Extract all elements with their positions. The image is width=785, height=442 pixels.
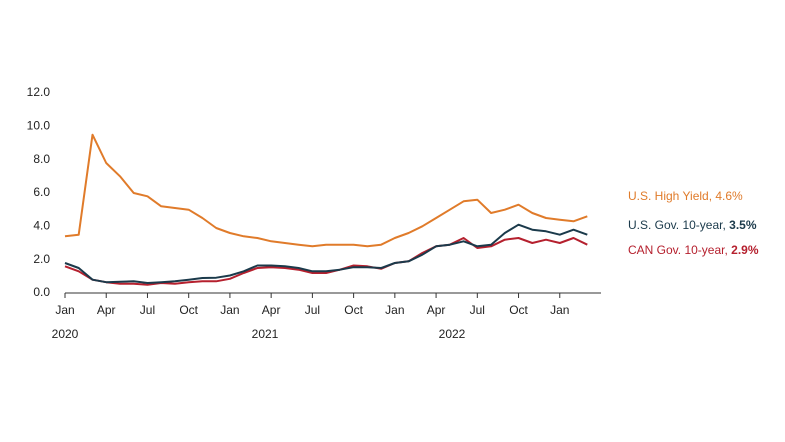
x-tick-label: Jul — [305, 303, 320, 317]
x-tick-label: Jul — [140, 303, 155, 317]
y-tick-label: 4.0 — [33, 219, 50, 233]
y-tick-label: 6.0 — [33, 185, 50, 199]
legend-entry: U.S. Gov. 10-year, 3.5% — [628, 218, 757, 232]
x-tick-label: Oct — [179, 303, 198, 317]
year-label: 2022 — [439, 327, 466, 341]
x-tick-label: Apr — [427, 303, 446, 317]
legend-value: 4.6% — [715, 189, 743, 203]
x-tick-label: Jan — [55, 303, 74, 317]
year-label: 2020 — [52, 327, 79, 341]
legend-value: 3.5% — [729, 218, 757, 232]
series-line — [64, 133, 588, 248]
year-label: 2021 — [252, 327, 279, 341]
legend-entry: U.S. High Yield, 4.6% — [628, 189, 743, 203]
x-tick-label: Jul — [470, 303, 485, 317]
y-tick-label: 8.0 — [33, 152, 50, 166]
x-tick-label: Jan — [220, 303, 239, 317]
x-tick-label: Jan — [385, 303, 404, 317]
legend-name: U.S. High Yield, — [628, 189, 715, 203]
y-tick-label: 12.0 — [27, 85, 51, 99]
x-tick-label: Oct — [344, 303, 363, 317]
x-tick-label: Apr — [97, 303, 116, 317]
series-line — [64, 237, 588, 286]
legend-entry: CAN Gov. 10-year, 2.9% — [628, 243, 759, 257]
y-tick-label: 2.0 — [33, 252, 50, 266]
legend-value: 2.9% — [731, 243, 759, 257]
x-tick-label: Oct — [509, 303, 528, 317]
series-line — [64, 223, 588, 284]
legend-name: U.S. Gov. 10-year, — [628, 218, 729, 232]
y-tick-label: 10.0 — [27, 119, 51, 133]
x-tick-label: Jan — [550, 303, 569, 317]
x-tick-label: Apr — [262, 303, 281, 317]
legend-name: CAN Gov. 10-year, — [628, 243, 731, 257]
y-tick-label: 0.0 — [33, 285, 50, 299]
